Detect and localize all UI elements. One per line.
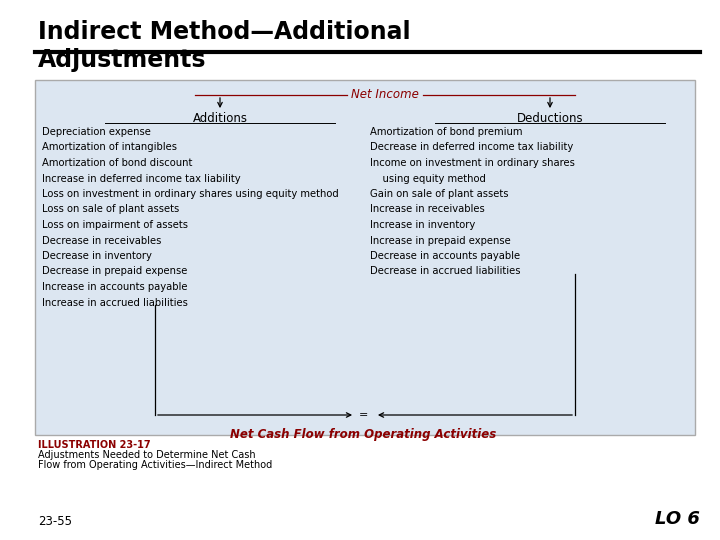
Text: Depreciation expense: Depreciation expense [42, 127, 151, 137]
Text: Increase in accrued liabilities: Increase in accrued liabilities [42, 298, 188, 307]
Text: Deductions: Deductions [517, 112, 583, 125]
Text: Increase in receivables: Increase in receivables [370, 205, 485, 214]
Text: Increase in accounts payable: Increase in accounts payable [42, 282, 187, 292]
Text: LO 6: LO 6 [655, 510, 700, 528]
Text: Net Cash Flow from Operating Activities: Net Cash Flow from Operating Activities [230, 428, 496, 441]
Text: Decrease in receivables: Decrease in receivables [42, 235, 161, 246]
Text: Income on investment in ordinary shares: Income on investment in ordinary shares [370, 158, 575, 168]
Text: Amortization of bond discount: Amortization of bond discount [42, 158, 192, 168]
Bar [35, 80, 695, 435]
Text: Loss on sale of plant assets: Loss on sale of plant assets [42, 205, 179, 214]
Text: Gain on sale of plant assets: Gain on sale of plant assets [370, 189, 508, 199]
Text: Adjustments: Adjustments [38, 48, 207, 72]
Text: Additions: Additions [192, 112, 248, 125]
Text: Adjustments Needed to Determine Net Cash: Adjustments Needed to Determine Net Cash [38, 450, 256, 460]
Text: Loss on impairment of assets: Loss on impairment of assets [42, 220, 188, 230]
Text: Indirect Method—Additional: Indirect Method—Additional [38, 20, 410, 44]
Text: Decrease in accrued liabilities: Decrease in accrued liabilities [370, 267, 521, 276]
Text: Flow from Operating Activities—Indirect Method: Flow from Operating Activities—Indirect … [38, 460, 272, 470]
Text: ILLUSTRATION 23-17: ILLUSTRATION 23-17 [38, 440, 150, 450]
Text: 23-55: 23-55 [38, 515, 72, 528]
Text: Increase in deferred income tax liability: Increase in deferred income tax liabilit… [42, 173, 240, 184]
Text: Increase in inventory: Increase in inventory [370, 220, 475, 230]
Text: =: = [359, 410, 368, 420]
Text: using equity method: using equity method [370, 173, 486, 184]
Text: Loss on investment in ordinary shares using equity method: Loss on investment in ordinary shares us… [42, 189, 338, 199]
Text: Net Income: Net Income [351, 89, 419, 102]
Text: Decrease in deferred income tax liability: Decrease in deferred income tax liabilit… [370, 143, 573, 152]
Text: Amortization of intangibles: Amortization of intangibles [42, 143, 177, 152]
Text: Decrease in prepaid expense: Decrease in prepaid expense [42, 267, 187, 276]
Text: Increase in prepaid expense: Increase in prepaid expense [370, 235, 510, 246]
Text: Decrease in accounts payable: Decrease in accounts payable [370, 251, 520, 261]
Text: Decrease in inventory: Decrease in inventory [42, 251, 152, 261]
Text: Amortization of bond premium: Amortization of bond premium [370, 127, 523, 137]
